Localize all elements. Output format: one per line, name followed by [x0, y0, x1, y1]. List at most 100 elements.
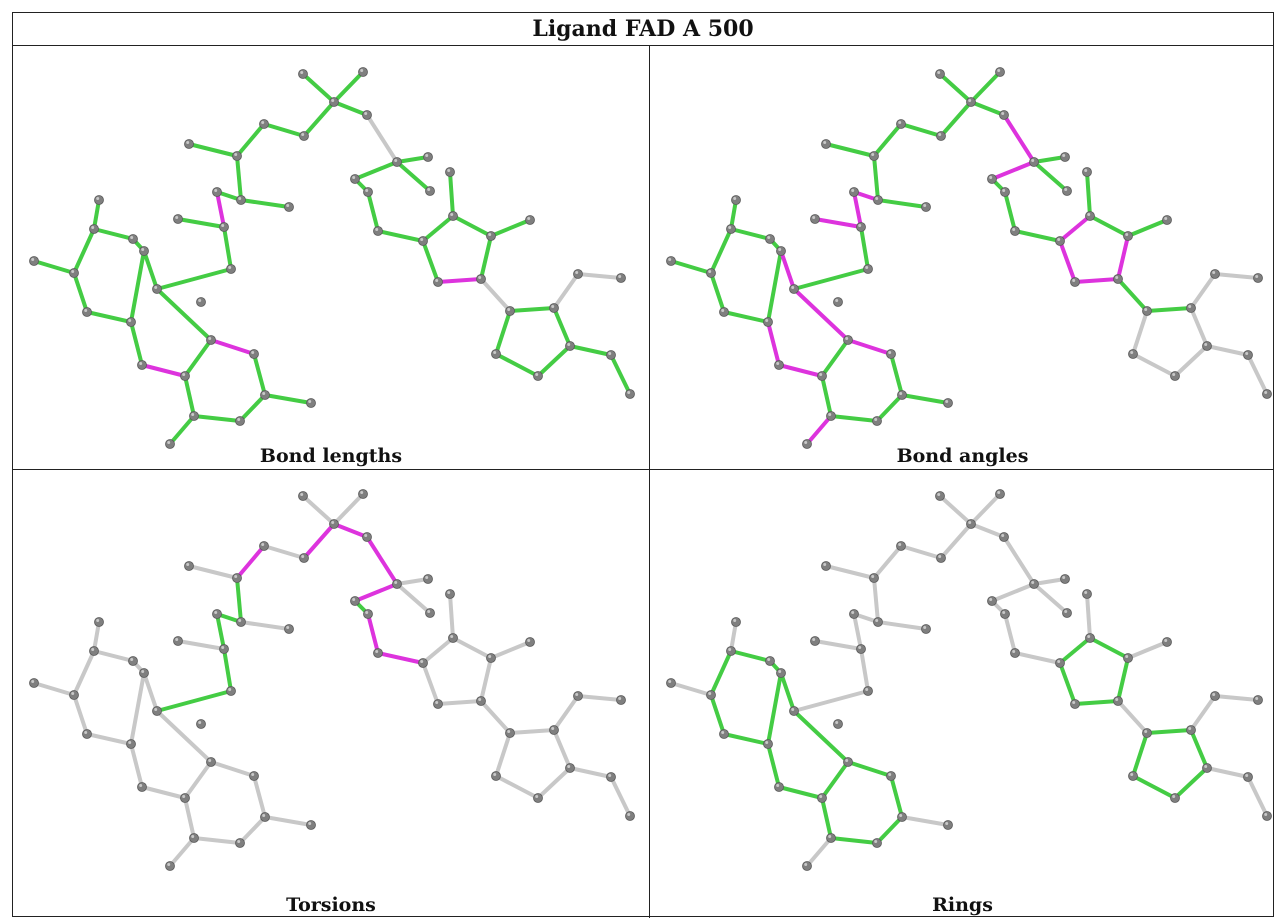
bond-a21-a22 — [215, 190, 226, 229]
atom-highlight-a17 — [874, 418, 878, 421]
bond-a30-a32 — [969, 70, 1002, 104]
atom-highlight-a36 — [425, 576, 429, 579]
atom-highlight-a25 — [923, 626, 927, 629]
atom-a52 — [573, 269, 583, 279]
atom-highlight-a54 — [608, 352, 612, 355]
atom-a43 — [1123, 653, 1133, 663]
bond-a18-a19 — [168, 836, 196, 868]
bond-a12-a13 — [183, 338, 213, 378]
atom-a35 — [350, 174, 360, 184]
atom-a37 — [1062, 186, 1072, 196]
bond-a3-a5 — [729, 649, 772, 663]
atom-highlight-a1 — [31, 258, 35, 261]
atom-highlight-a39 — [1012, 228, 1016, 231]
atom-a55 — [625, 811, 635, 821]
vertical-divider — [649, 46, 650, 918]
atom-a16 — [943, 398, 953, 408]
atom-a11 — [137, 360, 147, 370]
atom-a44 — [525, 215, 535, 225]
horizontal-divider — [13, 469, 1273, 470]
bond-a51-a52 — [552, 272, 580, 310]
atom-a30 — [329, 519, 339, 529]
atom-a21 — [856, 644, 866, 654]
atom-a23 — [810, 636, 820, 646]
bond-a47-a48 — [494, 731, 512, 778]
atom-a11 — [774, 360, 784, 370]
bond-a38-a39 — [1003, 190, 1017, 233]
bond-a21-a22 — [852, 190, 863, 229]
atom-a22 — [212, 187, 222, 197]
atom-a38 — [363, 187, 373, 197]
caption-bond-lengths: Bond lengths — [259, 445, 403, 467]
atom-a26 — [869, 573, 879, 583]
atom-highlight-a49 — [535, 795, 539, 798]
bond-a18-a12 — [183, 796, 196, 840]
atom-a15 — [260, 812, 270, 822]
atom-highlight-a32 — [360, 69, 364, 72]
atom-highlight-a32 — [997, 491, 1001, 494]
atom-a42 — [445, 167, 455, 177]
atom-highlight-a14 — [251, 773, 255, 776]
bond-a24-a25 — [239, 198, 291, 209]
atom-a44 — [525, 637, 535, 647]
bond-a26-a28 — [235, 544, 266, 580]
atom-highlight-a10 — [128, 319, 132, 322]
atom-highlight-a19 — [167, 863, 171, 866]
bond-a34-a37 — [395, 582, 432, 615]
atom-highlight-a6 — [141, 670, 145, 673]
panel-bond-angles: Bond angles — [650, 46, 1275, 469]
atom-highlight-a23 — [812, 216, 816, 219]
atom-highlight-a46 — [435, 279, 439, 282]
bond-a41-a43 — [1088, 214, 1130, 238]
bond-a12-a13 — [820, 760, 850, 800]
atom-highlight-a7 — [791, 286, 795, 289]
bond-a40-a41 — [1058, 214, 1092, 243]
atom-highlight-a30 — [331, 521, 335, 524]
atom-a17 — [235, 838, 245, 848]
bond-a10-a6 — [766, 249, 783, 324]
atom-a5 — [765, 234, 775, 244]
bond-a15-a16 — [263, 393, 313, 405]
atom-highlight-a43 — [1125, 233, 1129, 236]
atom-a40 — [1055, 658, 1065, 668]
atom-highlight-a24 — [238, 197, 242, 200]
bond-a48-a49 — [1131, 352, 1177, 378]
bond-a49-a50 — [536, 344, 572, 378]
atom-a8 — [833, 719, 843, 729]
atom-a39 — [373, 226, 383, 236]
bond-a21-a23 — [176, 639, 226, 651]
atom-a18 — [189, 411, 199, 421]
bond-a2-a9 — [709, 271, 726, 314]
atom-a21 — [219, 644, 229, 654]
atom-a2 — [69, 268, 79, 278]
atom-highlight-a24 — [875, 619, 879, 622]
bond-a2-a9 — [72, 271, 89, 314]
atom-highlight-a14 — [888, 351, 892, 354]
atom-a38 — [363, 609, 373, 619]
atom-highlight-a17 — [237, 418, 241, 421]
atom-highlight-a21 — [221, 646, 225, 649]
atom-highlight-a1 — [31, 680, 35, 683]
atom-a12 — [180, 793, 190, 803]
atom-a12 — [817, 793, 827, 803]
atom-a32 — [358, 489, 368, 499]
bond-a20-a21 — [222, 647, 233, 693]
atom-a33 — [999, 110, 1009, 120]
bond-a13-a14 — [209, 760, 256, 778]
bond-a6-a7 — [142, 671, 159, 713]
bond-a18-a19 — [805, 414, 833, 446]
atom-highlight-a30 — [331, 99, 335, 102]
bond-a2-a3 — [72, 649, 96, 697]
atom-highlight-a36 — [425, 154, 429, 157]
atom-a39 — [1010, 648, 1020, 658]
bond-a18-a19 — [168, 414, 196, 446]
bond-a7-a20 — [155, 267, 233, 291]
atom-a7 — [152, 284, 162, 294]
atom-a32 — [995, 489, 1005, 499]
atom-highlight-a41 — [450, 213, 454, 216]
atom-highlight-a8 — [835, 721, 839, 724]
bond-a26-a28 — [872, 544, 903, 580]
atom-a53 — [616, 695, 626, 705]
atom-a55 — [1262, 811, 1272, 821]
atom-highlight-a7 — [154, 708, 158, 711]
